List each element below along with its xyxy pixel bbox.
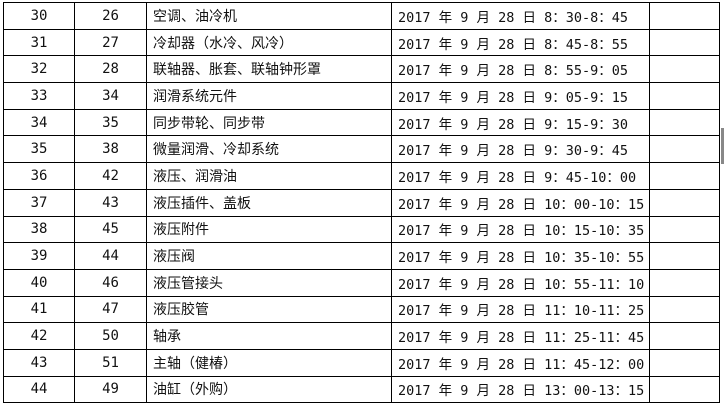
- time-slot-cell: 2017 年 9 月 28 日 11：25-11：45: [391, 322, 650, 350]
- row-number-cell: 33: [3, 82, 75, 110]
- remark-cell: [649, 55, 720, 84]
- remark-cell: [649, 188, 720, 217]
- remark-cell: [649, 2, 720, 30]
- item-code-cell: 46: [74, 268, 147, 297]
- item-name-cell: 液压附件: [146, 215, 392, 244]
- table-row: 31 27 冷却器（水冷、风冷） 2017 年 9 月 28 日 8：45-8：55: [3, 28, 720, 57]
- table-row: 34 35 同步带轮、同步带 2017 年 9 月 28 日 9：15-9：30: [3, 108, 720, 137]
- remark-cell: [649, 322, 720, 350]
- item-name-cell: 空调、油冷机: [146, 2, 392, 30]
- item-name-cell: 液压、润滑油: [146, 162, 392, 190]
- remark-cell: [649, 375, 720, 404]
- table-row: 30 26 空调、油冷机 2017 年 9 月 28 日 8：30-8：45: [3, 2, 720, 30]
- table-row: 43 51 主轴（健椿） 2017 年 9 月 28 日 11：45-12：00: [3, 348, 720, 377]
- row-number-cell: 38: [3, 215, 75, 244]
- item-name-cell: 液压阀: [146, 242, 392, 270]
- time-slot-cell: 2017 年 9 月 28 日 11：45-12：00: [391, 348, 650, 377]
- row-number-cell: 32: [3, 55, 75, 84]
- row-number-cell: 42: [3, 322, 75, 350]
- row-number-cell: 43: [3, 348, 75, 377]
- time-slot-cell: 2017 年 9 月 28 日 8：55-9：05: [391, 55, 650, 84]
- table-row: 39 44 液压阀 2017 年 9 月 28 日 10：35-10：55: [3, 242, 720, 270]
- item-name-cell: 微量润滑、冷却系统: [146, 135, 392, 164]
- row-number-cell: 40: [3, 268, 75, 297]
- remark-cell: [649, 162, 720, 190]
- item-name-cell: 液压管接头: [146, 268, 392, 297]
- table-row: 32 28 联轴器、胀套、联轴钟形罩 2017 年 9 月 28 日 8：55-9：0…: [3, 55, 720, 84]
- item-code-cell: 26: [74, 2, 147, 30]
- item-code-cell: 45: [74, 215, 147, 244]
- item-name-cell: 联轴器、胀套、联轴钟形罩: [146, 55, 392, 84]
- table-row: 38 45 液压附件 2017 年 9 月 28 日 10：15-10：35: [3, 215, 720, 244]
- remark-cell: [649, 242, 720, 270]
- remark-cell: [649, 108, 720, 137]
- item-name-cell: 油缸（外购）: [146, 375, 392, 404]
- row-number-cell: 44: [3, 375, 75, 404]
- time-slot-cell: 2017 年 9 月 28 日 9：45-10：00: [391, 162, 650, 190]
- item-name-cell: 同步带轮、同步带: [146, 108, 392, 137]
- row-number-cell: 41: [3, 295, 75, 324]
- time-slot-cell: 2017 年 9 月 28 日 10：15-10：35: [391, 215, 650, 244]
- item-name-cell: 轴承: [146, 322, 392, 350]
- remark-cell: [649, 215, 720, 244]
- row-number-cell: 36: [3, 162, 75, 190]
- table-row: 35 38 微量润滑、冷却系统 2017 年 9 月 28 日 9：30-9：45: [3, 135, 720, 164]
- time-slot-cell: 2017 年 9 月 28 日 8：45-8：55: [391, 28, 650, 57]
- schedule-table: 30 26 空调、油冷机 2017 年 9 月 28 日 8：30-8：45 31 27 冷…: [3, 2, 720, 404]
- row-number-cell: 34: [3, 108, 75, 137]
- row-number-cell: 31: [3, 28, 75, 57]
- item-name-cell: 液压胶管: [146, 295, 392, 324]
- remark-cell: [649, 135, 720, 164]
- item-code-cell: 49: [74, 375, 147, 404]
- time-slot-cell: 2017 年 9 月 28 日 9：15-9：30: [391, 108, 650, 137]
- time-slot-cell: 2017 年 9 月 28 日 10：35-10：55: [391, 242, 650, 270]
- item-code-cell: 38: [74, 135, 147, 164]
- remark-cell: [649, 28, 720, 57]
- item-code-cell: 35: [74, 108, 147, 137]
- table-row: 36 42 液压、润滑油 2017 年 9 月 28 日 9：45-10：00: [3, 162, 720, 190]
- item-code-cell: 28: [74, 55, 147, 84]
- item-name-cell: 冷却器（水冷、风冷）: [146, 28, 392, 57]
- row-number-cell: 37: [3, 188, 75, 217]
- item-code-cell: 51: [74, 348, 147, 377]
- time-slot-cell: 2017 年 9 月 28 日 10：55-11：10: [391, 268, 650, 297]
- item-code-cell: 47: [74, 295, 147, 324]
- remark-cell: [649, 295, 720, 324]
- item-code-cell: 34: [74, 82, 147, 110]
- time-slot-cell: 2017 年 9 月 28 日 13：00-13：15: [391, 375, 650, 404]
- table-row: 40 46 液压管接头 2017 年 9 月 28 日 10：55-11：10: [3, 268, 720, 297]
- remark-cell: [649, 348, 720, 377]
- row-number-cell: 30: [3, 2, 75, 30]
- item-code-cell: 44: [74, 242, 147, 270]
- item-name-cell: 液压插件、盖板: [146, 188, 392, 217]
- row-number-cell: 35: [3, 135, 75, 164]
- remark-cell: [649, 82, 720, 110]
- table-row: 42 50 轴承 2017 年 9 月 28 日 11：25-11：45: [3, 322, 720, 350]
- item-name-cell: 主轴（健椿）: [146, 348, 392, 377]
- time-slot-cell: 2017 年 9 月 28 日 9：30-9：45: [391, 135, 650, 164]
- item-code-cell: 50: [74, 322, 147, 350]
- item-name-cell: 润滑系统元件: [146, 82, 392, 110]
- table-row: 33 34 润滑系统元件 2017 年 9 月 28 日 9：05-9：15: [3, 82, 720, 110]
- time-slot-cell: 2017 年 9 月 28 日 11：10-11：25: [391, 295, 650, 324]
- row-number-cell: 39: [3, 242, 75, 270]
- time-slot-cell: 2017 年 9 月 28 日 8：30-8：45: [391, 2, 650, 30]
- time-slot-cell: 2017 年 9 月 28 日 9：05-9：15: [391, 82, 650, 110]
- schedule-table-body: 30 26 空调、油冷机 2017 年 9 月 28 日 8：30-8：45 31 27 冷…: [3, 2, 720, 404]
- remark-cell: [649, 268, 720, 297]
- item-code-cell: 42: [74, 162, 147, 190]
- table-row: 37 43 液压插件、盖板 2017 年 9 月 28 日 10：00-10：15: [3, 188, 720, 217]
- table-row: 41 47 液压胶管 2017 年 9 月 28 日 11：10-11：25: [3, 295, 720, 324]
- table-row: 44 49 油缸（外购） 2017 年 9 月 28 日 13：00-13：15: [3, 375, 720, 404]
- time-slot-cell: 2017 年 9 月 28 日 10：00-10：15: [391, 188, 650, 217]
- item-code-cell: 27: [74, 28, 147, 57]
- scrollbar-thumb[interactable]: [721, 128, 724, 164]
- item-code-cell: 43: [74, 188, 147, 217]
